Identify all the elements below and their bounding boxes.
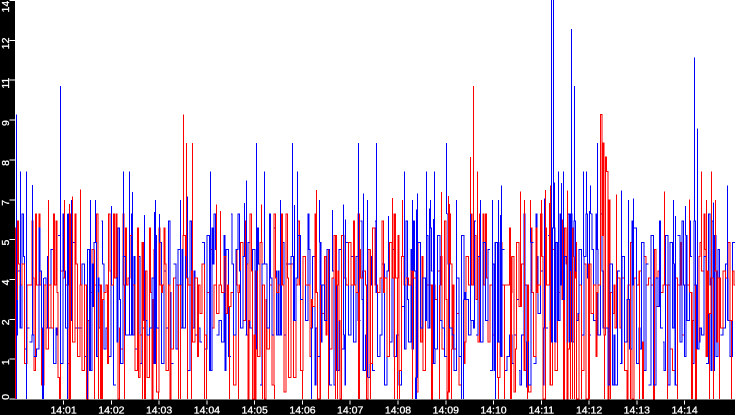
svg-text:14:03: 14:03 [146, 405, 172, 415]
svg-text:14: 14 [0, 1, 12, 13]
svg-text:2: 2 [0, 319, 12, 325]
svg-text:9: 9 [0, 120, 12, 126]
svg-text:14:08: 14:08 [385, 405, 411, 415]
svg-text:14:05: 14:05 [242, 405, 268, 415]
svg-text:14:07: 14:07 [337, 405, 363, 415]
svg-text:14:01: 14:01 [50, 405, 76, 415]
svg-text:14:09: 14:09 [433, 405, 459, 415]
svg-text:7: 7 [0, 200, 12, 206]
svg-text:14:12: 14:12 [576, 405, 602, 415]
svg-text:14:04: 14:04 [194, 405, 220, 415]
svg-text:11: 11 [0, 78, 12, 89]
svg-text:14:13: 14:13 [624, 405, 650, 415]
svg-text:14:14: 14:14 [671, 405, 697, 415]
svg-text:12: 12 [0, 37, 12, 49]
svg-text:0: 0 [0, 394, 12, 400]
svg-text:14:02: 14:02 [98, 405, 124, 415]
svg-text:8: 8 [0, 160, 12, 166]
svg-text:14:10: 14:10 [480, 405, 506, 415]
svg-text:5: 5 [0, 240, 12, 246]
svg-text:14:11: 14:11 [529, 405, 555, 415]
svg-text:14:06: 14:06 [289, 405, 315, 415]
svg-text:4: 4 [0, 279, 12, 285]
svg-text:1: 1 [0, 359, 12, 365]
